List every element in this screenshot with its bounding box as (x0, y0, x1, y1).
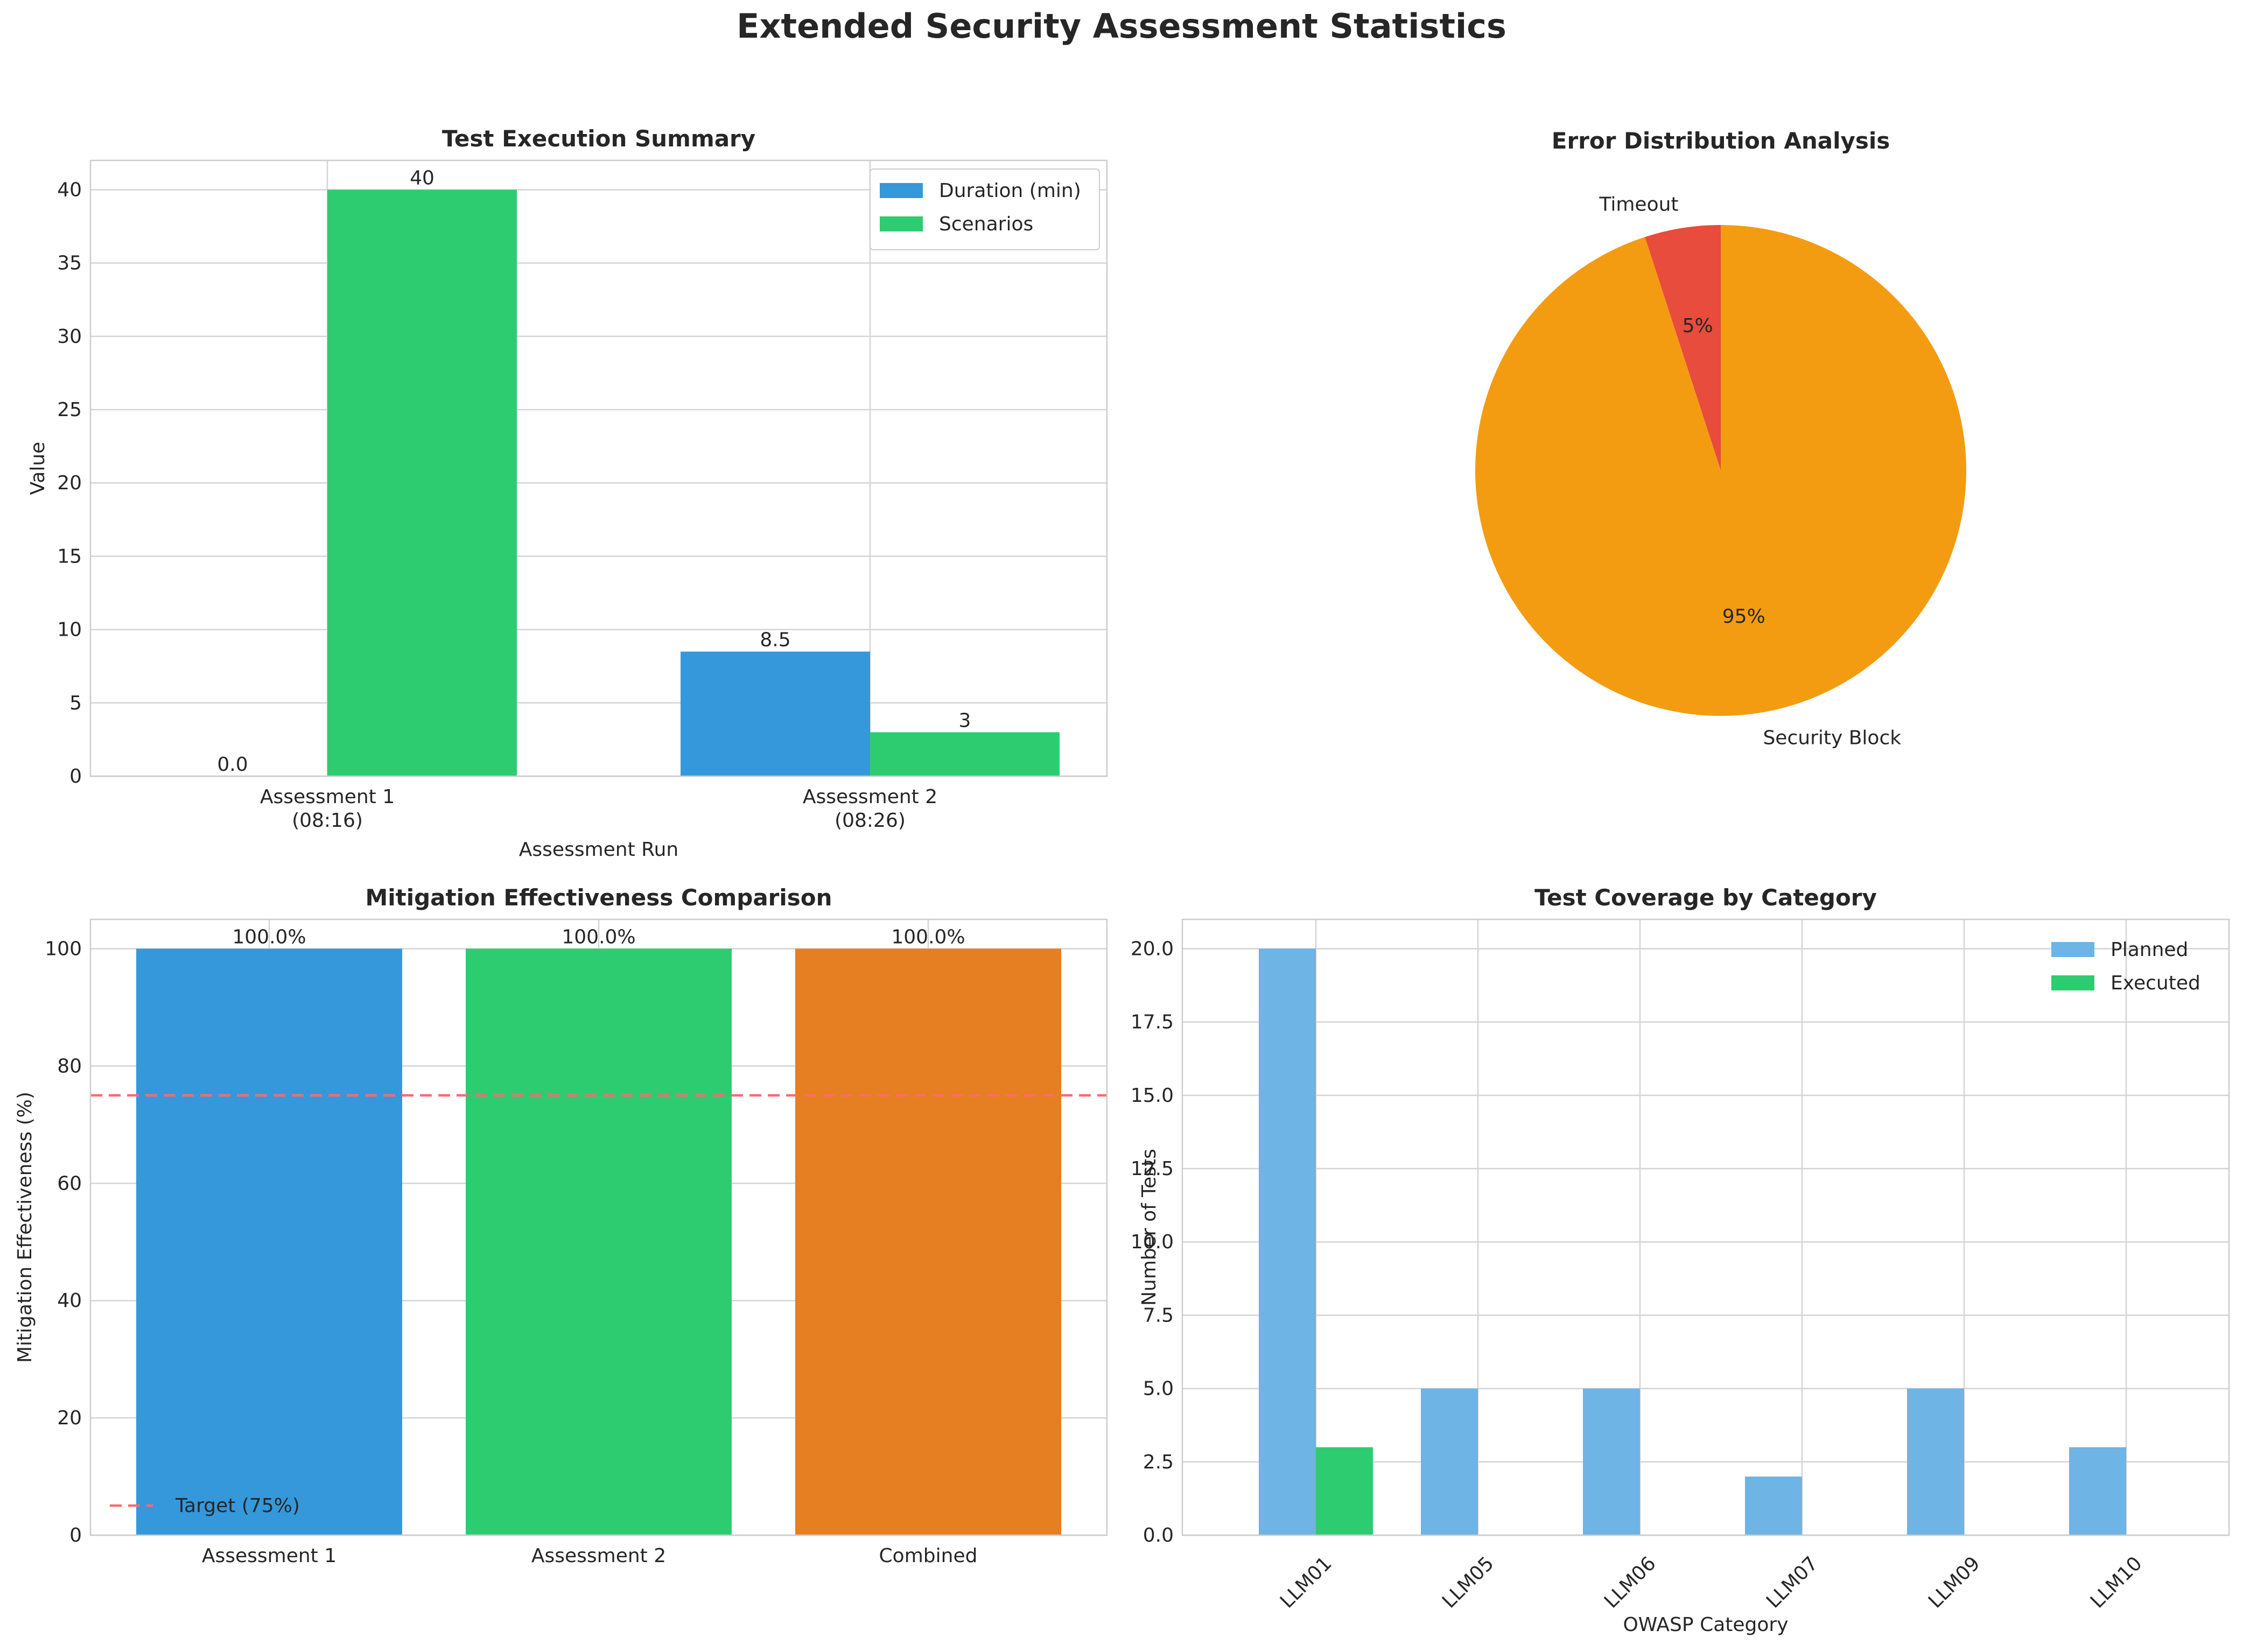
cov-xtick-label: LLM05 (1438, 1552, 1498, 1613)
exec-bar (681, 651, 870, 776)
pie-pct-label: 5% (1683, 315, 1713, 337)
cov-ytick-label: 15.0 (1131, 1085, 1174, 1107)
cov-ytick-label: 17.5 (1131, 1011, 1174, 1034)
mitig-bar-label: 100.0% (232, 926, 306, 948)
exec-bar (870, 732, 1060, 776)
exec-ylabel: Value (27, 442, 49, 495)
exec-ytick-label: 30 (57, 326, 82, 348)
mitig-ytick-label: 0 (69, 1524, 82, 1546)
cov-ytick-label: 7.5 (1143, 1304, 1174, 1326)
mitig-ytick-label: 20 (57, 1407, 82, 1429)
exec-axes-frame (89, 159, 1108, 777)
cov-legend-swatch (2051, 975, 2094, 990)
exec-ytick-label: 10 (57, 619, 82, 641)
exec-xtick-label: Assessment 1 (260, 786, 395, 808)
cov-xtick-label: LLM01 (1276, 1552, 1336, 1613)
mitig-xtick-label: Assessment 2 (531, 1545, 666, 1567)
cov-ytick-label: 2.5 (1143, 1451, 1174, 1473)
cov-xtick-label: LLM09 (1924, 1552, 1985, 1613)
pie-slice (1475, 225, 1966, 716)
exec-ytick-label: 35 (57, 252, 82, 275)
mitig-bar (466, 948, 732, 1535)
cov-ytick-label: 0.0 (1143, 1524, 1174, 1546)
cov-ylabel: Number of Tests (1138, 1149, 1160, 1306)
mitig-title: Mitigation Effectiveness Comparison (365, 884, 832, 911)
exec-legend-label: Scenarios (939, 213, 1033, 235)
exec-ytick-label: 15 (57, 545, 82, 567)
cov-ytick-label: 10.0 (1131, 1231, 1174, 1253)
exec-xtick-label: (08:16) (292, 810, 363, 832)
cov-bar (1259, 948, 1316, 1535)
cov-legend-swatch (2051, 942, 2094, 957)
cov-xtick-label: LLM07 (1762, 1552, 1823, 1613)
cov-ytick-label: 5.0 (1143, 1378, 1174, 1400)
exec-ytick-label: 25 (57, 399, 82, 421)
pie-slice (1645, 225, 1721, 470)
cov-bar (2069, 1447, 2126, 1535)
mitig-bar-label: 100.0% (891, 926, 965, 948)
cov-bar (1907, 1388, 1964, 1535)
mitig-ytick-label: 100 (45, 938, 82, 960)
exec-bar (327, 189, 517, 776)
cov-xtick-label: LLM06 (1600, 1552, 1660, 1613)
mitig-xtick-label: Assessment 1 (202, 1545, 337, 1567)
cov-xlabel: OWASP Category (1623, 1614, 1788, 1636)
exec-legend-frame (870, 168, 1100, 250)
exec-legend-label: Duration (min) (939, 180, 1081, 202)
exec-xlabel: Assessment Run (519, 839, 678, 861)
pie-pct-label: 95% (1722, 606, 1765, 628)
mitig-bar (136, 948, 402, 1535)
cov-ytick-label: 12.5 (1131, 1158, 1174, 1180)
cov-bar (1421, 1388, 1478, 1535)
cov-bar (1316, 1447, 1373, 1535)
exec-ytick-label: 0 (69, 765, 82, 788)
cov-bar (1745, 1477, 1802, 1535)
pie-title: Error Distribution Analysis (1552, 128, 1890, 154)
exec-xtick-label: Assessment 2 (803, 786, 937, 808)
exec-ytick-label: 5 (69, 692, 82, 714)
pie-slice-label: Security Block (1763, 727, 1901, 749)
mitig-legend-label: Target (75%) (175, 1495, 300, 1517)
cov-xtick-label: LLM10 (2086, 1552, 2147, 1613)
mitig-ytick-label: 60 (57, 1172, 82, 1194)
exec-bar-label: 40 (410, 167, 434, 189)
cov-ytick-label: 20.0 (1131, 938, 1174, 960)
mitig-ylabel: Mitigation Effectiveness (%) (14, 1092, 36, 1363)
figure-title: Extended Security Assessment Statistics (737, 6, 1506, 46)
exec-legend-swatch (880, 183, 923, 198)
exec-ytick-label: 20 (57, 472, 82, 494)
cov-axes-frame (1181, 918, 2230, 1536)
mitig-ytick-label: 80 (57, 1055, 82, 1077)
mitig-ytick-label: 40 (57, 1290, 82, 1312)
exec-bar-label: 8.5 (760, 629, 790, 651)
pie-slice-label: Timeout (1599, 194, 1678, 216)
cov-bar (1583, 1388, 1640, 1535)
mitig-bar-label: 100.0% (562, 926, 635, 948)
cov-title: Test Coverage by Category (1534, 884, 1877, 911)
exec-xtick-label: (08:26) (835, 810, 906, 832)
mitig-xtick-label: Combined (879, 1545, 978, 1567)
exec-bar-label: 3 (959, 709, 971, 732)
exec-ytick-label: 40 (57, 179, 82, 201)
cov-legend-label: Executed (2111, 972, 2200, 994)
cov-legend-label: Planned (2111, 939, 2188, 961)
mitig-bar (795, 948, 1061, 1535)
exec-legend-swatch (880, 216, 923, 231)
exec-title: Test Execution Summary (442, 125, 755, 152)
exec-bar-label: 0.0 (217, 754, 248, 776)
mitig-axes-frame (89, 918, 1108, 1536)
